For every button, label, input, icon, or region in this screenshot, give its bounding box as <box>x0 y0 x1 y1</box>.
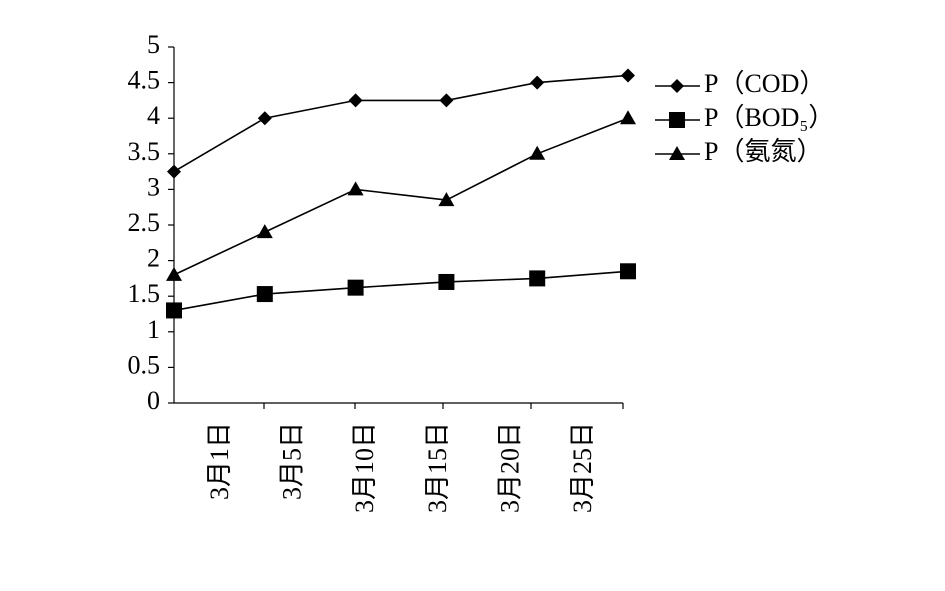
series-line <box>173 270 629 312</box>
marker <box>438 273 455 290</box>
marker <box>167 164 181 179</box>
marker <box>439 93 454 108</box>
marker <box>669 112 685 128</box>
marker <box>256 224 273 239</box>
x-tick-label: 3月25日 <box>568 422 597 513</box>
marker <box>620 263 636 280</box>
x-tick-label: 3月10日 <box>350 422 379 513</box>
marker <box>529 145 546 160</box>
y-tick-label: 2 <box>147 244 160 273</box>
series-line <box>173 74 629 173</box>
legend-label: P（氨氮） <box>704 137 822 166</box>
marker <box>347 181 364 196</box>
y-tick-label: 5 <box>147 30 160 59</box>
marker <box>347 279 364 296</box>
y-tick-label: 4 <box>147 101 160 130</box>
y-tick-label: 2.5 <box>128 208 161 237</box>
y-tick-label: 1.5 <box>128 279 161 308</box>
marker <box>530 75 545 90</box>
series-line <box>173 117 629 276</box>
y-tick-label: 4.5 <box>128 66 161 95</box>
marker <box>257 111 272 126</box>
marker <box>669 146 685 160</box>
x-tick-label: 3月20日 <box>495 422 524 513</box>
marker <box>438 192 455 207</box>
marker <box>620 110 636 125</box>
x-tick-label: 3月1日 <box>205 422 234 500</box>
legend-label: P（BOD₅） <box>704 103 834 132</box>
x-tick-label: 3月5日 <box>278 422 307 500</box>
marker <box>670 79 684 93</box>
marker <box>529 270 546 287</box>
y-tick-label: 0 <box>147 386 160 415</box>
marker <box>166 302 182 319</box>
y-tick-label: 0.5 <box>128 350 161 379</box>
legend-label: P（COD） <box>704 69 825 98</box>
marker <box>348 93 363 108</box>
x-tick-label: 3月15日 <box>423 422 452 513</box>
marker <box>621 68 635 83</box>
y-tick-label: 3.5 <box>128 137 161 166</box>
marker <box>256 286 273 303</box>
y-tick-label: 1 <box>147 315 160 344</box>
y-tick-label: 3 <box>147 172 160 201</box>
marker <box>166 266 182 281</box>
